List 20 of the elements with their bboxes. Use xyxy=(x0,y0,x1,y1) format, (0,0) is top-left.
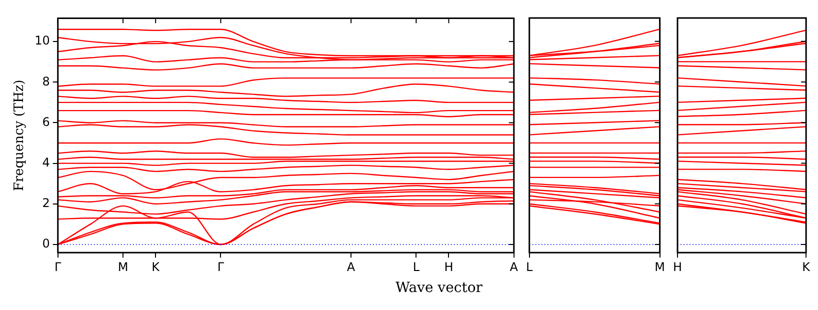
x-tick-label: Γ xyxy=(54,260,62,274)
x-tick-label: A xyxy=(346,260,356,274)
y-tick-label: 4 xyxy=(42,155,50,170)
x-tick-label: K xyxy=(152,260,161,274)
y-tick-label: 0 xyxy=(42,236,50,251)
x-tick-label: H xyxy=(672,260,682,274)
x-tick-label: M xyxy=(654,260,666,274)
y-axis-title: Frequency (THz) xyxy=(12,80,28,192)
x-axis-title: Wave vector xyxy=(394,280,484,296)
x-tick-label: H xyxy=(444,260,454,274)
y-tick-label: 8 xyxy=(42,74,50,88)
y-tick-label: 2 xyxy=(42,196,50,210)
x-tick-label: M xyxy=(118,260,128,274)
x-tick-label: L xyxy=(526,260,533,274)
x-tick-label: A xyxy=(510,260,519,274)
y-tick-label: 10 xyxy=(34,34,50,48)
x-tick-label: L xyxy=(412,260,420,274)
y-tick-label: 6 xyxy=(42,114,50,129)
x-tick-label: K xyxy=(802,260,812,274)
x-tick-label: Γ xyxy=(217,260,224,274)
